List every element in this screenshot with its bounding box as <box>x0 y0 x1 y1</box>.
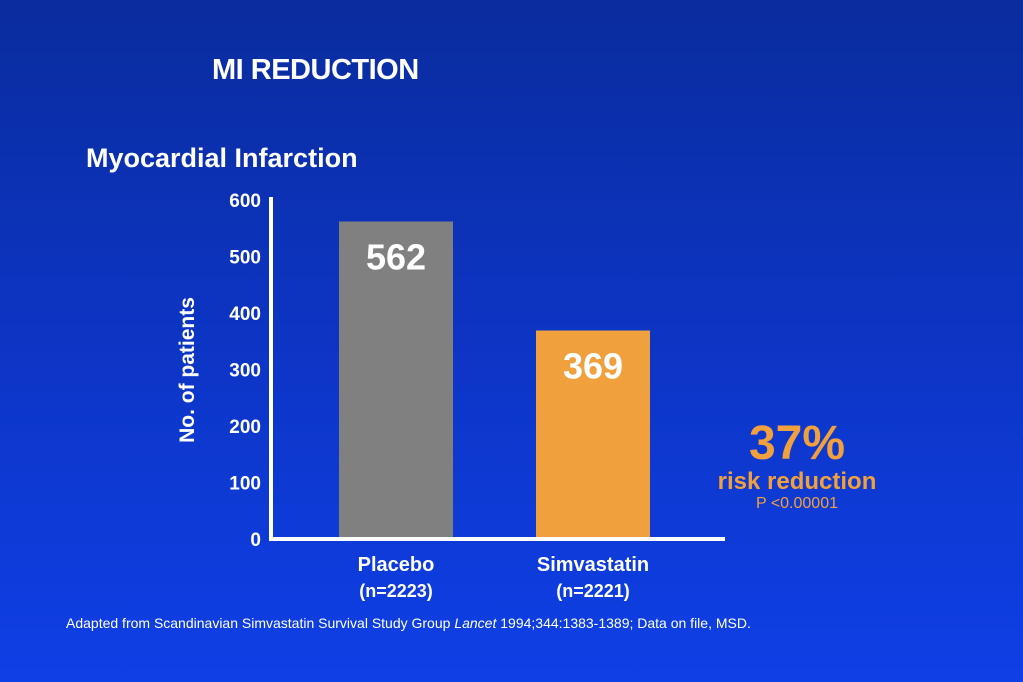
footnote-journal: Lancet <box>454 615 497 631</box>
chart-title: Myocardial Infarction <box>86 143 358 173</box>
x-tick-sublabel: (n=2221) <box>556 581 630 601</box>
footnote-suffix: 1994;344:1383-1389; Data on file, MSD. <box>496 615 751 631</box>
x-tick-label: Simvastatin <box>537 554 649 576</box>
slide-title: MI REDUCTION <box>212 54 419 86</box>
y-tick-label: 600 <box>229 191 261 212</box>
footnote-prefix: Adapted from Scandinavian Simvastatin Su… <box>66 615 455 631</box>
source-footnote: Adapted from Scandinavian Simvastatin Su… <box>66 615 751 631</box>
risk-reduction-percent: 37% <box>748 417 846 470</box>
y-tick-label: 0 <box>250 530 261 551</box>
y-tick-label: 100 <box>229 474 261 495</box>
y-tick-label: 400 <box>229 304 261 325</box>
p-value: P <0.00001 <box>755 495 838 512</box>
y-tick-label: 500 <box>229 248 261 269</box>
x-tick-sublabel: (n=2223) <box>359 581 433 601</box>
bar-value-label: 369 <box>563 346 623 387</box>
risk-reduction-callout: 37% risk reduction P <0.00001 <box>718 418 877 514</box>
y-tick-label: 200 <box>229 417 261 438</box>
y-axis-label: No. of patients <box>176 297 199 443</box>
x-tick-label: Placebo <box>358 554 435 576</box>
bar-value-label: 562 <box>366 236 426 277</box>
bar-simvastatin <box>536 330 650 539</box>
risk-reduction-label: risk reduction <box>717 468 877 495</box>
y-tick-label: 300 <box>229 361 261 382</box>
bar-placebo <box>339 221 453 539</box>
